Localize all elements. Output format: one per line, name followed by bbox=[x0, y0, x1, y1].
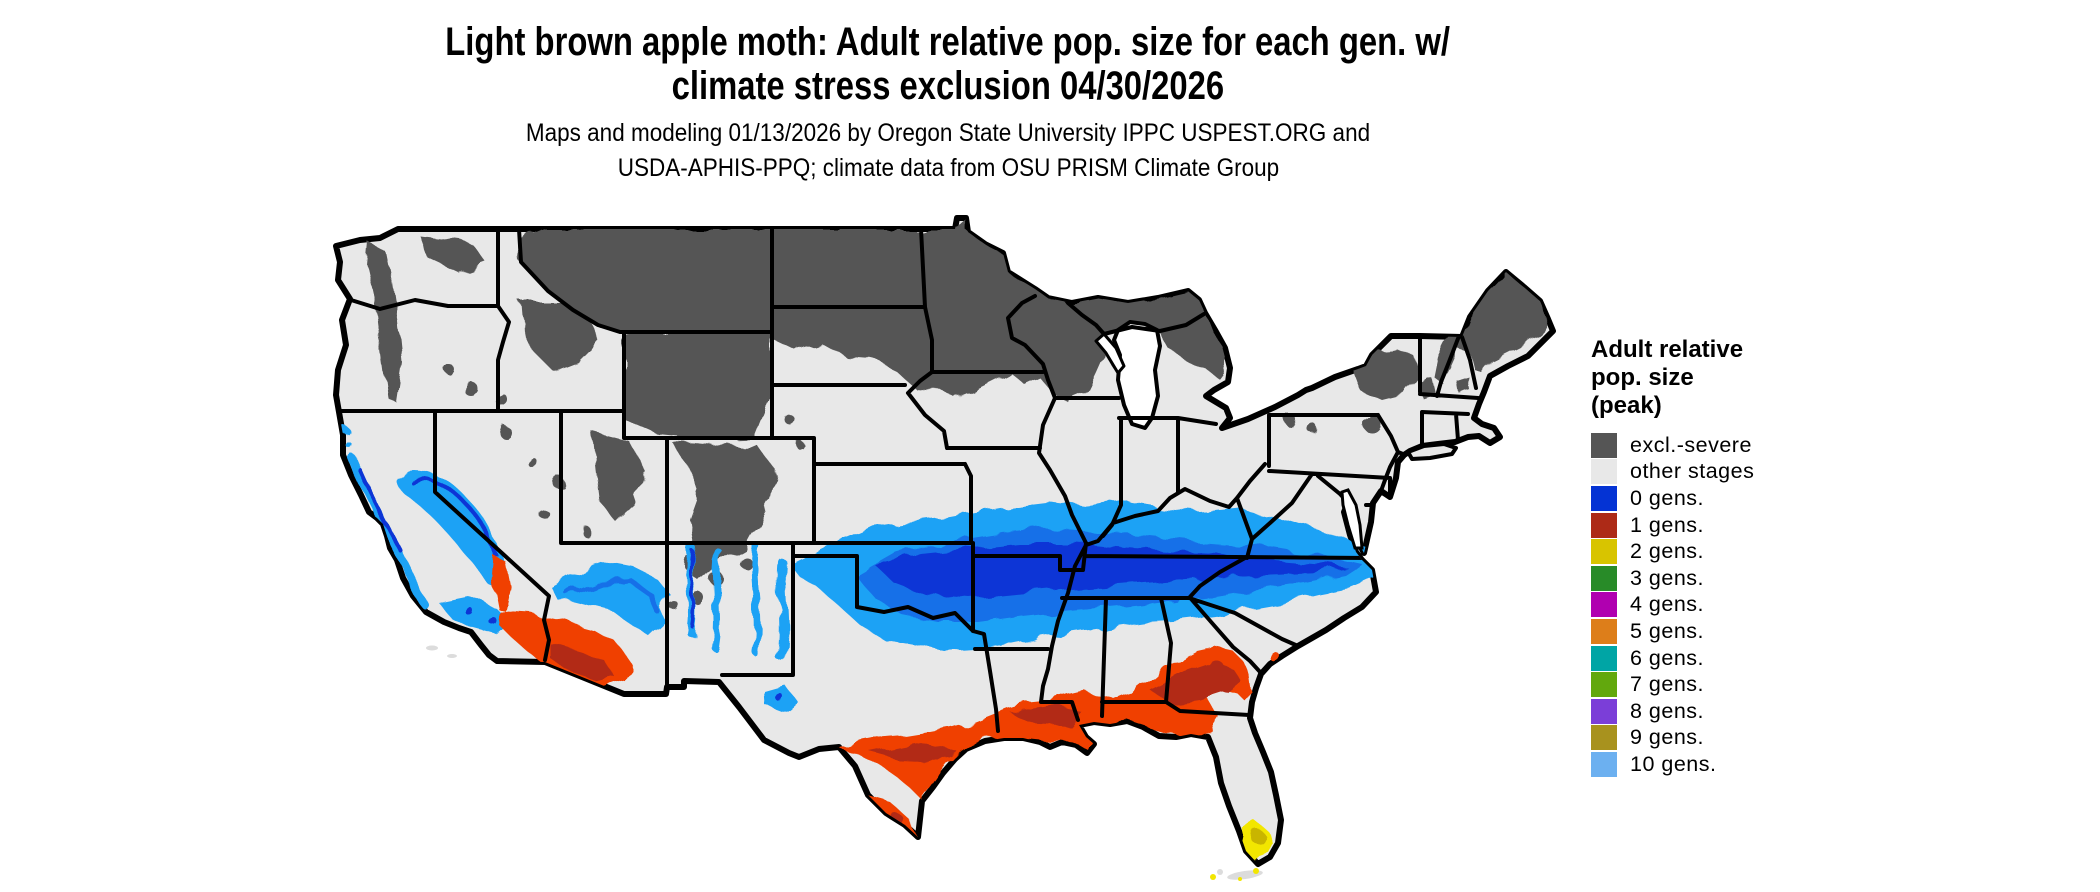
title-line-2: climate stress exclusion 04/30/2026 bbox=[671, 64, 1225, 108]
offshore-islands bbox=[426, 645, 1263, 881]
legend-swatch bbox=[1591, 512, 1617, 538]
legend-label: 8 gens. bbox=[1630, 698, 1705, 723]
subtitle-line-1: Maps and modeling 01/13/2026 by Oregon S… bbox=[525, 119, 1371, 147]
page-title: Light brown apple moth: Adult relative p… bbox=[0, 20, 1896, 108]
legend-swatch bbox=[1591, 645, 1617, 671]
legend-label: 3 gens. bbox=[1630, 565, 1705, 590]
legend-swatch bbox=[1591, 485, 1617, 511]
legend-label: 1 gens. bbox=[1630, 512, 1705, 537]
legend-item: 10 gens. bbox=[1591, 751, 1921, 778]
page-subtitle: Maps and modeling 01/13/2026 by Oregon S… bbox=[0, 116, 1896, 186]
map-legend: Adult relative pop. size (peak) excl.-se… bbox=[1591, 336, 1921, 778]
legend-swatch bbox=[1591, 672, 1617, 698]
legend-item: 0 gens. bbox=[1591, 485, 1921, 512]
legend-label: 10 gens. bbox=[1630, 751, 1717, 776]
map-region-two-gens bbox=[1226, 822, 1274, 862]
subtitle-line-2: USDA-APHIS-PPQ; climate data from OSU PR… bbox=[617, 154, 1279, 182]
map-region-one-gen bbox=[492, 556, 1283, 838]
legend-label: 0 gens. bbox=[1630, 485, 1705, 510]
legend-swatch bbox=[1591, 432, 1617, 458]
legend-item: 7 gens. bbox=[1591, 671, 1921, 698]
legend-item: 2 gens. bbox=[1591, 538, 1921, 565]
legend-label: excl.-severe bbox=[1630, 432, 1752, 457]
legend-label: 6 gens. bbox=[1630, 645, 1705, 670]
state-borders bbox=[336, 227, 1480, 733]
great-lakes bbox=[1094, 320, 1162, 430]
legend-title: Adult relative pop. size (peak) bbox=[1591, 336, 1921, 420]
legend-item: 6 gens. bbox=[1591, 645, 1921, 672]
legend-title-line-3: (peak) bbox=[1591, 392, 1662, 419]
legend-swatch bbox=[1591, 618, 1617, 644]
legend-swatch bbox=[1591, 698, 1617, 724]
legend-title-line-2: pop. size bbox=[1591, 364, 1694, 391]
legend-item: excl.-severe bbox=[1591, 432, 1921, 459]
map-region-excluded bbox=[366, 220, 1548, 609]
legend-label: 9 gens. bbox=[1630, 725, 1705, 750]
legend-swatch bbox=[1591, 592, 1617, 618]
chesapeake-bay bbox=[1340, 488, 1364, 550]
long-island bbox=[1406, 442, 1458, 461]
legend-swatch bbox=[1591, 539, 1617, 565]
legend-item: 5 gens. bbox=[1591, 618, 1921, 645]
green-bay bbox=[1094, 332, 1126, 375]
lake-michigan bbox=[1112, 320, 1162, 430]
legend-items: excl.-severe other stages 0 gens. 1 gens. 2 … bbox=[1591, 432, 1921, 778]
legend-swatch bbox=[1591, 459, 1617, 485]
legend-swatch bbox=[1591, 751, 1617, 777]
legend-title-line-1: Adult relative bbox=[1591, 336, 1744, 363]
legend-label: 7 gens. bbox=[1630, 672, 1705, 697]
legend-item: other stages bbox=[1591, 459, 1921, 486]
legend-swatch bbox=[1591, 565, 1617, 591]
legend-label: 2 gens. bbox=[1630, 539, 1705, 564]
title-line-1: Light brown apple moth: Adult relative p… bbox=[445, 20, 1451, 64]
legend-label: 5 gens. bbox=[1630, 618, 1705, 643]
legend-item: 1 gens. bbox=[1591, 512, 1921, 539]
legend-label: other stages bbox=[1630, 459, 1755, 484]
legend-item: 4 gens. bbox=[1591, 592, 1921, 619]
legend-swatch bbox=[1591, 725, 1617, 751]
legend-label: 4 gens. bbox=[1630, 592, 1705, 617]
legend-item: 9 gens. bbox=[1591, 725, 1921, 752]
legend-item: 3 gens. bbox=[1591, 565, 1921, 592]
legend-item: 8 gens. bbox=[1591, 698, 1921, 725]
